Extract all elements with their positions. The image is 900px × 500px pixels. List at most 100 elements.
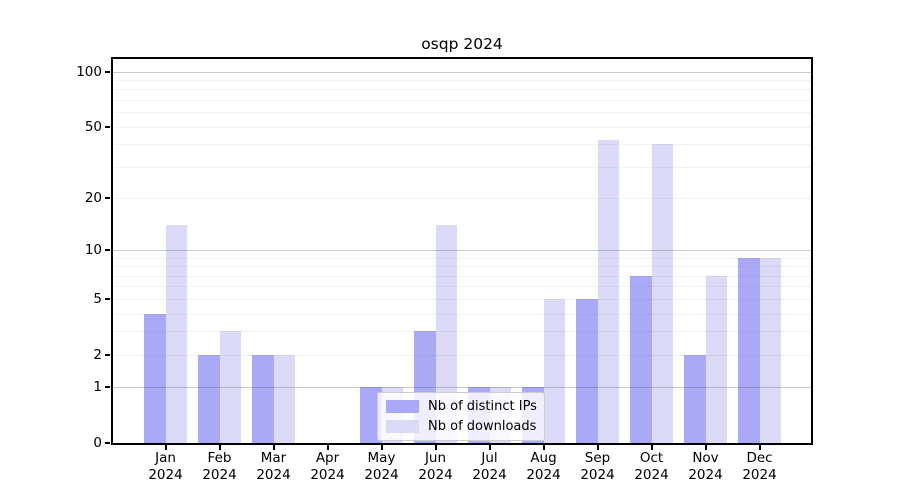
bar-distinct-ips-sep xyxy=(576,298,598,443)
gridline-minor-20 xyxy=(113,198,811,200)
y-tick-mark-50 xyxy=(105,125,110,128)
bar-downloads-jun xyxy=(435,225,457,443)
plot-area xyxy=(111,57,813,445)
y-axis-label-2: 2 xyxy=(93,346,102,363)
y-tick-mark-20 xyxy=(105,197,110,200)
bar-downloads-oct xyxy=(651,144,673,443)
gridline-minor-5 xyxy=(113,298,811,300)
x-label-year: 2024 xyxy=(634,467,669,483)
gridline-minor-2 xyxy=(113,354,811,356)
bar-downloads-nov xyxy=(705,275,727,443)
bar-downloads-aug xyxy=(543,298,565,443)
x-axis-label-dec: Dec 2024 xyxy=(728,450,792,484)
x-label-year: 2024 xyxy=(580,467,615,483)
y-axis-label-5: 5 xyxy=(93,290,102,307)
bar-distinct-ips-dec xyxy=(738,257,760,443)
y-tick-mark-100 xyxy=(105,70,110,73)
legend-item-distinct-ips: Nb of distinct IPs xyxy=(386,398,537,414)
legend-swatch-distinct-ips xyxy=(386,399,419,413)
x-axis-label-aug: Aug 2024 xyxy=(512,450,576,484)
x-label-year: 2024 xyxy=(688,467,723,483)
x-axis-label-may: May 2024 xyxy=(350,450,414,484)
x-label-month: Jul xyxy=(481,450,498,466)
x-tick-mark-nov xyxy=(704,445,707,450)
x-label-month: Oct xyxy=(639,450,664,466)
bar-distinct-ips-feb xyxy=(198,354,220,443)
x-label-year: 2024 xyxy=(202,467,237,483)
x-label-month: Jan xyxy=(155,450,176,466)
chart-title: osqp 2024 xyxy=(421,35,503,53)
x-label-year: 2024 xyxy=(742,467,777,483)
gridline-minor-3 xyxy=(113,331,811,333)
gridline-minor-9 xyxy=(113,257,811,259)
x-axis-label-mar: Mar 2024 xyxy=(242,450,306,484)
x-label-month: Feb xyxy=(207,450,232,466)
bar-downloads-jan xyxy=(165,225,187,443)
x-label-month: Apr xyxy=(315,450,340,466)
x-axis-label-feb: Feb 2024 xyxy=(188,450,252,484)
gridline-minor-6 xyxy=(113,286,811,288)
gridline-major-1 xyxy=(113,387,811,389)
bar-downloads-mar xyxy=(273,354,295,443)
x-axis-label-oct: Oct 2024 xyxy=(620,450,684,484)
x-axis-label-nov: Nov 2024 xyxy=(674,450,738,484)
bar-distinct-ips-oct xyxy=(630,275,652,443)
legend-swatch-downloads xyxy=(386,419,419,433)
gridline-minor-30 xyxy=(113,166,811,168)
x-tick-mark-may xyxy=(380,445,383,450)
x-label-year: 2024 xyxy=(310,467,345,483)
x-axis-label-jul: Jul 2024 xyxy=(458,450,522,484)
x-tick-mark-mar xyxy=(272,445,275,450)
legend-item-downloads: Nb of downloads xyxy=(386,419,536,434)
x-label-month: Aug xyxy=(530,450,557,466)
x-label-year: 2024 xyxy=(418,467,453,483)
y-tick-mark-2 xyxy=(105,353,110,356)
gridline-minor-60 xyxy=(113,112,811,114)
y-axis-label-50: 50 xyxy=(84,118,102,135)
gridline-minor-80 xyxy=(113,89,811,91)
gridline-minor-40 xyxy=(113,144,811,146)
gridline-minor-70 xyxy=(113,100,811,102)
gridline-minor-8 xyxy=(113,266,811,268)
bar-distinct-ips-may xyxy=(360,387,382,443)
x-axis-label-sep: Sep 2024 xyxy=(566,450,630,484)
bar-distinct-ips-nov xyxy=(684,354,706,443)
x-label-month: Dec xyxy=(746,450,773,466)
x-label-month: Nov xyxy=(692,450,719,466)
y-tick-mark-10 xyxy=(105,249,110,252)
x-label-year: 2024 xyxy=(526,467,561,483)
gridline-minor-90 xyxy=(113,80,811,82)
gridline-minor-50 xyxy=(113,126,811,128)
x-label-month: May xyxy=(367,450,396,466)
x-label-month: Mar xyxy=(260,450,287,466)
y-tick-mark-1 xyxy=(105,386,110,389)
y-tick-mark-5 xyxy=(105,297,110,300)
gridline-major-10 xyxy=(113,250,811,252)
y-axis-label-0: 0 xyxy=(93,435,102,451)
gridline-minor-7 xyxy=(113,275,811,277)
x-tick-mark-aug xyxy=(542,445,545,450)
x-tick-mark-apr xyxy=(326,445,329,450)
bar-downloads-feb xyxy=(219,331,241,443)
x-tick-mark-dec xyxy=(758,445,761,450)
x-axis-label-jan: Jan 2024 xyxy=(134,450,198,484)
y-axis-label-20: 20 xyxy=(84,190,102,207)
x-tick-mark-jun xyxy=(434,445,437,450)
y-axis-label-10: 10 xyxy=(84,242,102,259)
x-tick-mark-sep xyxy=(596,445,599,450)
x-label-month: Sep xyxy=(584,450,611,466)
x-label-year: 2024 xyxy=(364,467,399,483)
bar-distinct-ips-jan xyxy=(144,313,166,443)
x-tick-mark-oct xyxy=(650,445,653,450)
legend-label-distinct-ips: Nb of distinct IPs xyxy=(428,398,537,414)
legend-label-downloads: Nb of downloads xyxy=(428,418,537,434)
gridline-major-100 xyxy=(113,71,811,73)
x-axis-label-jun: Jun 2024 xyxy=(404,450,468,484)
x-tick-mark-jul xyxy=(488,445,491,450)
y-axis-label-100: 100 xyxy=(76,63,102,80)
x-axis-label-apr: Apr 2024 xyxy=(296,450,360,484)
gridline-minor-4 xyxy=(113,313,811,315)
x-label-year: 2024 xyxy=(256,467,291,483)
legend: Nb of distinct IPs Nb of downloads xyxy=(377,391,545,441)
